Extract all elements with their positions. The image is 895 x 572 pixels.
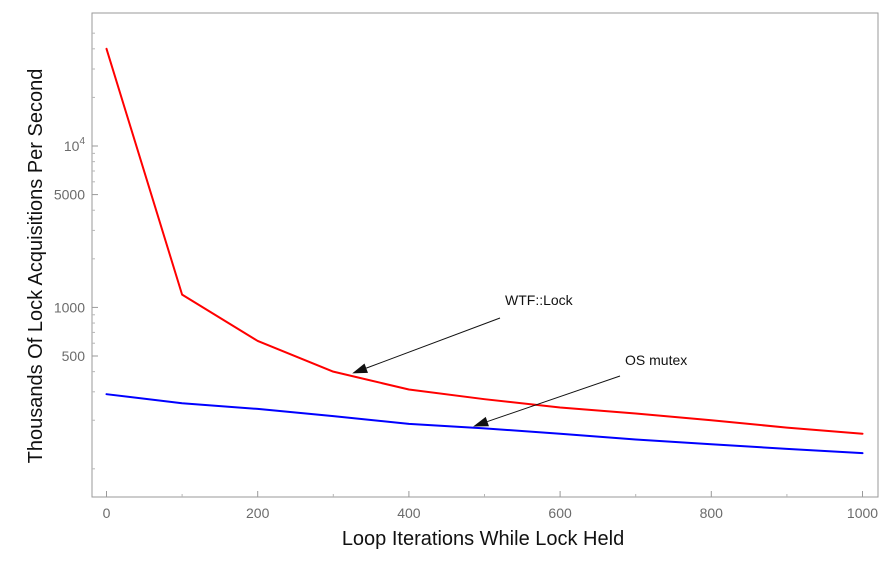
series-line-1 [105, 393, 864, 455]
y-tick-base: 10 [64, 138, 80, 154]
x-tick-label: 200 [246, 505, 270, 521]
annotation-label-1: OS mutex [625, 352, 687, 368]
y-tick-exponent: 4 [79, 136, 85, 147]
annotation-arrow-shaft-1 [487, 375, 621, 423]
x-tick-label: 400 [397, 505, 421, 521]
x-tick-label: 0 [103, 505, 111, 521]
annotation-arrow-shaft-0 [366, 317, 501, 369]
x-tick-label: 1000 [847, 505, 878, 521]
x-tick-label: 600 [548, 505, 572, 521]
annotation-arrow-head-0 [352, 363, 368, 374]
y-axis-ticks: 500 1000 5000 104 [54, 32, 98, 470]
y-tick-label: 5000 [54, 187, 85, 203]
y-tick-label: 1000 [54, 299, 85, 315]
x-axis-ticks: 0 200 400 600 800 1000 [103, 491, 878, 521]
y-tick-label: 500 [62, 348, 86, 364]
y-axis-title: Thousands Of Lock Acquisitions Per Secon… [25, 69, 47, 464]
x-axis-title: Loop Iterations While Lock Held [342, 528, 624, 550]
annotation-arrow-head-1 [473, 416, 489, 427]
y-tick-label: 104 [64, 136, 86, 154]
series-line-0 [105, 47, 864, 435]
x-tick-label: 800 [700, 505, 724, 521]
series-layer [105, 47, 864, 455]
annotation-label-0: WTF::Lock [505, 292, 574, 308]
